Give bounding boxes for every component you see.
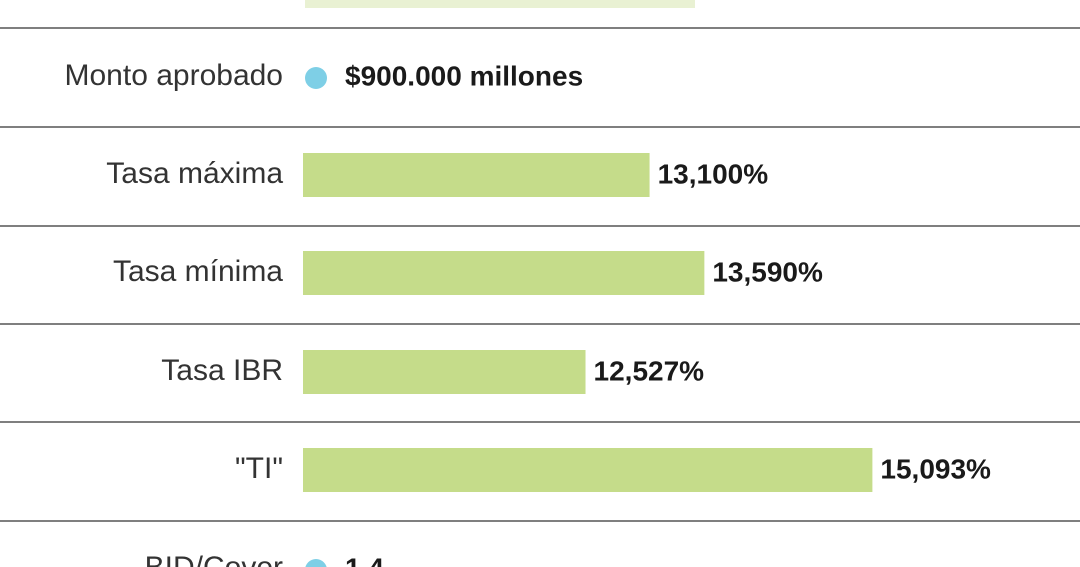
- bullet: [305, 559, 327, 567]
- value-label: 15,093%: [880, 453, 991, 484]
- bar: [303, 448, 873, 492]
- row-label: Tasa mínima: [113, 255, 283, 288]
- row-label: "TI": [235, 452, 283, 485]
- row-label: BID/Cover: [145, 551, 283, 567]
- row-label: Tasa máxima: [106, 157, 283, 190]
- bar: [303, 153, 650, 197]
- bar: [303, 350, 586, 394]
- bar: [303, 251, 705, 295]
- bullet: [305, 67, 327, 89]
- value-label: 12,527%: [594, 355, 705, 386]
- row-value: $900.000 millones: [345, 60, 583, 91]
- bar-rows: Tasa máxima 13,100% Tasa mínima 13,590% Tasa…: [0, 153, 1080, 522]
- cut-bar: [305, 0, 695, 8]
- value-label: 13,100%: [658, 158, 769, 189]
- row-label: Tasa IBR: [161, 354, 283, 387]
- row-value: 1,4: [345, 552, 384, 567]
- row-label: Monto aprobado: [65, 59, 284, 92]
- value-label: 13,590%: [712, 256, 823, 287]
